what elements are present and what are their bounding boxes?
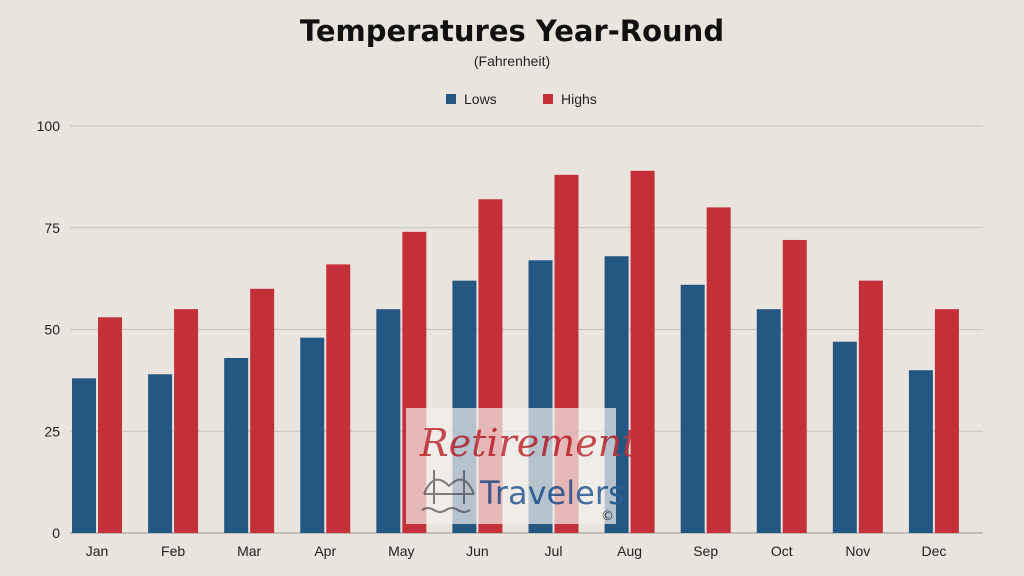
bar-lows-oct xyxy=(756,309,781,533)
x-tick-label: Aug xyxy=(617,543,642,559)
legend-label-lows: Lows xyxy=(464,91,497,107)
y-axis-ticks: 0 25 50 75 100 xyxy=(37,118,61,541)
bar-highs-nov xyxy=(858,280,883,533)
bar-lows-sep xyxy=(680,284,705,533)
y-tick-label: 50 xyxy=(44,322,60,338)
legend: Lows Highs xyxy=(446,91,597,107)
x-tick-label: Jan xyxy=(86,543,109,559)
bridge-icon xyxy=(421,470,475,513)
watermark-text-retirement: Retirement xyxy=(419,421,638,465)
bar-lows-may xyxy=(376,309,401,533)
x-tick-label: Apr xyxy=(314,543,336,559)
bar-lows-apr xyxy=(300,337,325,533)
x-axis-ticks: Jan Feb Mar Apr May Jun Jul Aug Sep Oct Nov Dec xyxy=(86,543,947,559)
x-tick-label: Nov xyxy=(845,543,870,559)
x-tick-label: Mar xyxy=(237,543,261,559)
watermark-text-travelers: Travelers xyxy=(479,474,625,512)
bar-lows-jan xyxy=(72,378,96,533)
bar-highs-feb xyxy=(174,309,199,533)
bar-highs-aug xyxy=(630,170,655,533)
legend-swatch-lows xyxy=(446,94,456,104)
bar-lows-feb xyxy=(148,374,173,533)
chart-subtitle: (Fahrenheit) xyxy=(473,53,551,69)
watermark-logo: Retirement Travelers © xyxy=(406,408,638,524)
bar-highs-dec xyxy=(934,309,959,533)
bar-highs-mar xyxy=(250,288,275,533)
x-tick-label: Feb xyxy=(161,543,185,559)
x-tick-label: Oct xyxy=(771,543,793,559)
chart-title: Temperatures Year-Round xyxy=(299,14,725,48)
x-tick-label: Jul xyxy=(545,543,563,559)
legend-swatch-highs xyxy=(543,94,553,104)
bar-highs-sep xyxy=(706,207,731,533)
y-tick-label: 0 xyxy=(52,525,60,541)
x-tick-label: Dec xyxy=(921,543,946,559)
watermark-background xyxy=(406,408,616,524)
y-tick-label: 100 xyxy=(37,118,61,134)
y-tick-label: 75 xyxy=(44,220,60,236)
x-tick-label: Jun xyxy=(466,543,489,559)
x-tick-label: Sep xyxy=(693,543,718,559)
legend-label-highs: Highs xyxy=(561,91,597,107)
bar-highs-oct xyxy=(782,239,807,533)
bar-lows-mar xyxy=(224,357,249,533)
bar-lows-dec xyxy=(908,370,933,533)
bar-highs-jan xyxy=(98,317,122,533)
copyright-icon: © xyxy=(601,509,614,524)
bar-highs-apr xyxy=(326,264,351,533)
bar-lows-nov xyxy=(832,341,857,533)
x-tick-label: May xyxy=(388,543,414,559)
y-tick-label: 25 xyxy=(44,423,60,439)
